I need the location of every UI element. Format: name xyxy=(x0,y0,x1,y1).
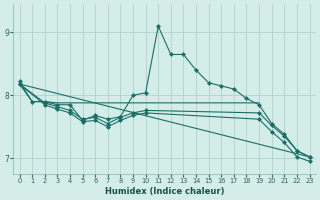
X-axis label: Humidex (Indice chaleur): Humidex (Indice chaleur) xyxy=(105,187,224,196)
